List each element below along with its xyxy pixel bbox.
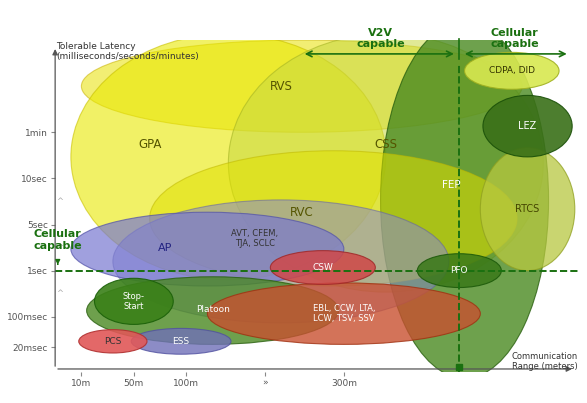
Text: ^: ^ — [56, 197, 63, 206]
Ellipse shape — [71, 212, 344, 286]
Text: Cellular
capable: Cellular capable — [490, 28, 539, 49]
Text: RTCS: RTCS — [515, 204, 539, 214]
Ellipse shape — [464, 52, 559, 89]
Text: PFO: PFO — [451, 266, 468, 275]
Text: PCS: PCS — [104, 337, 122, 346]
Text: ESS: ESS — [173, 337, 190, 346]
Ellipse shape — [87, 277, 339, 345]
Text: Tolerable Latency
(milliseconds/seconds/minutes): Tolerable Latency (milliseconds/seconds/… — [56, 42, 199, 61]
Text: Platoon: Platoon — [195, 305, 230, 314]
Text: AP: AP — [158, 243, 173, 253]
Ellipse shape — [207, 283, 480, 345]
Ellipse shape — [483, 96, 572, 157]
Ellipse shape — [113, 200, 449, 323]
Text: V2V
capable: V2V capable — [356, 28, 405, 49]
Ellipse shape — [380, 22, 549, 378]
Ellipse shape — [79, 330, 147, 353]
Text: Communication
Range (meters): Communication Range (meters) — [511, 352, 578, 372]
Ellipse shape — [131, 328, 231, 354]
Text: ^: ^ — [56, 243, 63, 252]
Text: CSW: CSW — [312, 263, 333, 272]
Text: FEP: FEP — [442, 180, 461, 189]
Text: LEZ: LEZ — [518, 121, 537, 131]
Text: CDPA, DID: CDPA, DID — [489, 66, 535, 75]
Text: CSS: CSS — [375, 138, 397, 151]
Ellipse shape — [82, 40, 522, 132]
Text: AVT, CFEM,
TJA, SCLC: AVT, CFEM, TJA, SCLC — [231, 229, 278, 248]
Text: EBL, CCW, LTA,
LCW, TSV, SSV: EBL, CCW, LTA, LCW, TSV, SSV — [313, 304, 375, 323]
Ellipse shape — [95, 278, 173, 324]
Ellipse shape — [228, 34, 544, 292]
Text: Stop-
Start: Stop- Start — [123, 292, 145, 311]
Ellipse shape — [480, 147, 575, 270]
Text: Cellular
capable: Cellular capable — [33, 229, 82, 251]
Ellipse shape — [417, 254, 501, 287]
Ellipse shape — [71, 34, 386, 280]
Ellipse shape — [150, 151, 517, 286]
Text: GPA: GPA — [138, 138, 161, 151]
Text: RVC: RVC — [290, 206, 313, 219]
Ellipse shape — [271, 251, 375, 285]
Text: RVS: RVS — [269, 80, 292, 93]
Text: ^: ^ — [56, 289, 63, 298]
